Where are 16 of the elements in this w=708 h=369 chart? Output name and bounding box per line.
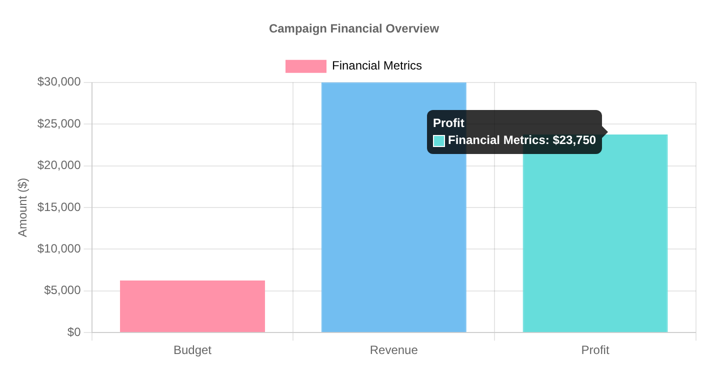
y-tick-label: $10,000	[37, 242, 82, 256]
legend-label: Financial Metrics	[332, 58, 422, 73]
x-tick-label: Budget	[173, 343, 212, 358]
annotation: Financial Metrics: $23,750	[448, 132, 596, 149]
y-tick-label: $15,000	[37, 200, 82, 214]
x-tick-label: Profit	[581, 343, 610, 358]
annotation: Profit	[433, 115, 466, 132]
bar	[120, 280, 265, 332]
x-tick-label: Revenue	[370, 343, 418, 358]
y-axis-title: Amount ($)	[16, 178, 30, 238]
y-tick-label: $20,000	[37, 158, 82, 172]
y-tick-label: $25,000	[37, 116, 82, 130]
chart-title: Campaign Financial Overview	[268, 22, 440, 36]
y-tick-label: $30,000	[37, 74, 82, 89]
y-tick-label: $0	[67, 324, 82, 339]
y-tick-label: $5,000	[44, 283, 82, 298]
